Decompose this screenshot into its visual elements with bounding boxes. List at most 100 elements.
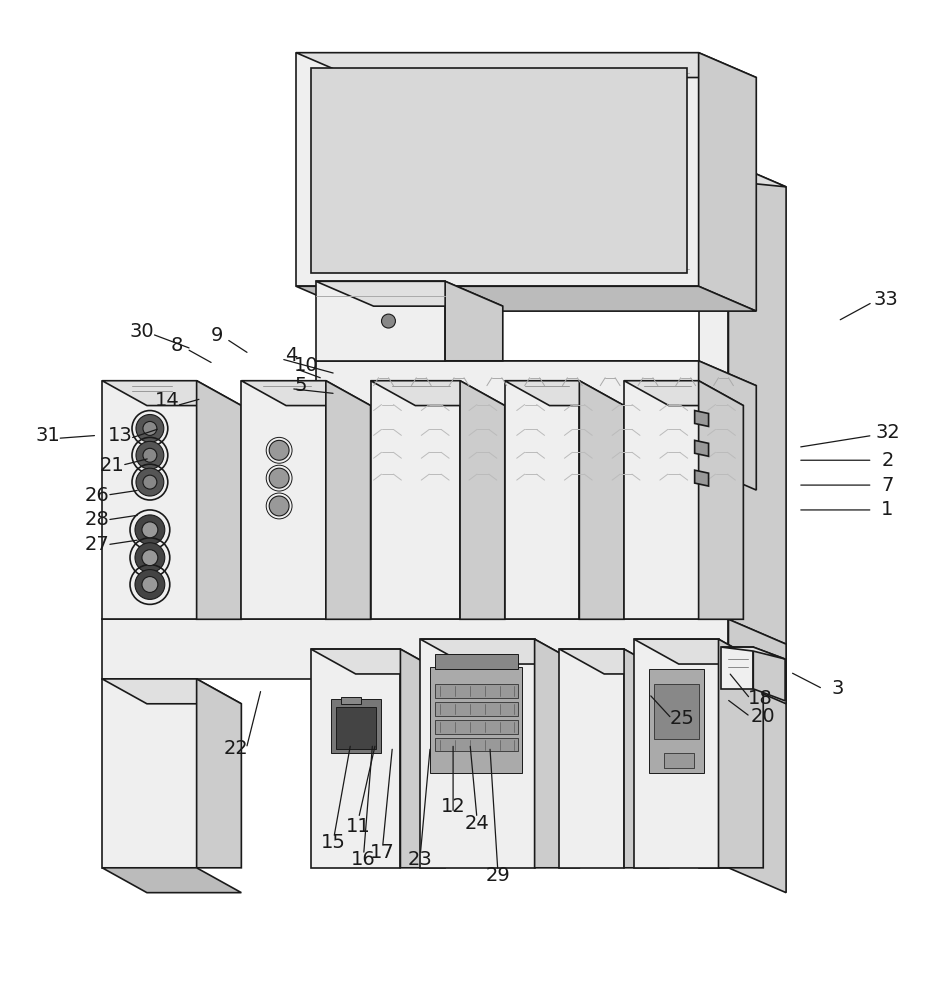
Text: 28: 28	[85, 510, 110, 529]
Polygon shape	[578, 381, 623, 619]
Polygon shape	[311, 649, 400, 868]
Polygon shape	[315, 361, 755, 386]
Polygon shape	[371, 381, 460, 619]
Text: 5: 5	[295, 376, 307, 395]
Polygon shape	[623, 381, 742, 406]
Polygon shape	[653, 684, 698, 739]
Text: 25: 25	[668, 709, 694, 728]
Polygon shape	[102, 679, 197, 868]
Polygon shape	[311, 649, 445, 674]
Polygon shape	[197, 381, 241, 619]
Polygon shape	[315, 281, 503, 306]
Polygon shape	[649, 669, 703, 773]
Polygon shape	[371, 381, 505, 406]
Polygon shape	[102, 381, 241, 406]
Polygon shape	[727, 619, 785, 704]
Polygon shape	[315, 281, 445, 361]
Text: 15: 15	[321, 833, 346, 852]
Polygon shape	[296, 53, 698, 286]
Text: 13: 13	[108, 426, 132, 445]
Circle shape	[141, 522, 157, 538]
Polygon shape	[102, 679, 241, 704]
Text: 16: 16	[351, 850, 375, 869]
Text: 4: 4	[285, 346, 297, 365]
Text: 27: 27	[85, 535, 110, 554]
Text: 17: 17	[370, 843, 394, 862]
Circle shape	[143, 475, 156, 489]
Text: 23: 23	[407, 850, 432, 869]
Polygon shape	[698, 162, 727, 868]
Text: 21: 21	[99, 456, 124, 475]
Circle shape	[143, 448, 156, 462]
Polygon shape	[335, 707, 375, 749]
Polygon shape	[420, 639, 578, 664]
Polygon shape	[718, 639, 763, 868]
Polygon shape	[241, 381, 371, 406]
Text: 33: 33	[872, 290, 897, 309]
Polygon shape	[420, 639, 534, 868]
Text: 10: 10	[293, 356, 318, 375]
Circle shape	[136, 441, 164, 469]
Text: 7: 7	[881, 476, 893, 495]
Polygon shape	[197, 679, 241, 868]
Circle shape	[269, 496, 289, 516]
Polygon shape	[694, 470, 708, 486]
Polygon shape	[534, 639, 578, 868]
Text: 29: 29	[485, 866, 510, 885]
Polygon shape	[400, 649, 445, 868]
Polygon shape	[241, 381, 326, 619]
Text: 24: 24	[464, 814, 489, 833]
Polygon shape	[698, 53, 755, 311]
Text: 2: 2	[881, 451, 893, 470]
Circle shape	[269, 468, 289, 488]
Text: 3: 3	[831, 679, 843, 698]
Polygon shape	[434, 654, 518, 669]
Text: 22: 22	[224, 739, 248, 758]
Text: 30: 30	[129, 322, 154, 341]
Polygon shape	[326, 381, 371, 619]
Text: 11: 11	[346, 817, 371, 836]
Circle shape	[135, 543, 165, 573]
Text: 26: 26	[85, 486, 110, 505]
Polygon shape	[559, 649, 623, 868]
Polygon shape	[296, 286, 755, 311]
Polygon shape	[330, 699, 380, 753]
Polygon shape	[623, 381, 698, 619]
Circle shape	[136, 468, 164, 496]
Polygon shape	[315, 361, 698, 465]
Text: 14: 14	[154, 391, 179, 410]
Text: 20: 20	[750, 707, 775, 726]
Polygon shape	[341, 697, 360, 704]
Circle shape	[136, 415, 164, 442]
Polygon shape	[296, 53, 755, 78]
Polygon shape	[721, 647, 784, 659]
Text: 32: 32	[874, 423, 899, 442]
Text: 9: 9	[210, 326, 223, 345]
Polygon shape	[634, 639, 718, 868]
Circle shape	[135, 570, 165, 599]
Polygon shape	[698, 162, 785, 187]
Polygon shape	[434, 684, 518, 698]
Polygon shape	[460, 381, 505, 619]
Polygon shape	[727, 162, 785, 893]
Text: 18: 18	[747, 689, 772, 708]
Polygon shape	[559, 649, 668, 674]
Polygon shape	[505, 381, 623, 406]
Polygon shape	[634, 639, 763, 664]
Polygon shape	[698, 361, 755, 490]
Polygon shape	[694, 411, 708, 426]
Polygon shape	[698, 381, 742, 619]
Polygon shape	[434, 702, 518, 716]
Polygon shape	[694, 440, 708, 456]
Polygon shape	[102, 619, 727, 679]
Text: 1: 1	[881, 500, 893, 519]
Polygon shape	[721, 647, 753, 689]
Polygon shape	[434, 738, 518, 751]
Polygon shape	[430, 667, 521, 773]
Polygon shape	[102, 381, 197, 619]
Polygon shape	[102, 868, 241, 893]
Circle shape	[269, 440, 289, 460]
Text: 12: 12	[440, 797, 465, 816]
Circle shape	[135, 515, 165, 545]
Polygon shape	[663, 753, 693, 768]
